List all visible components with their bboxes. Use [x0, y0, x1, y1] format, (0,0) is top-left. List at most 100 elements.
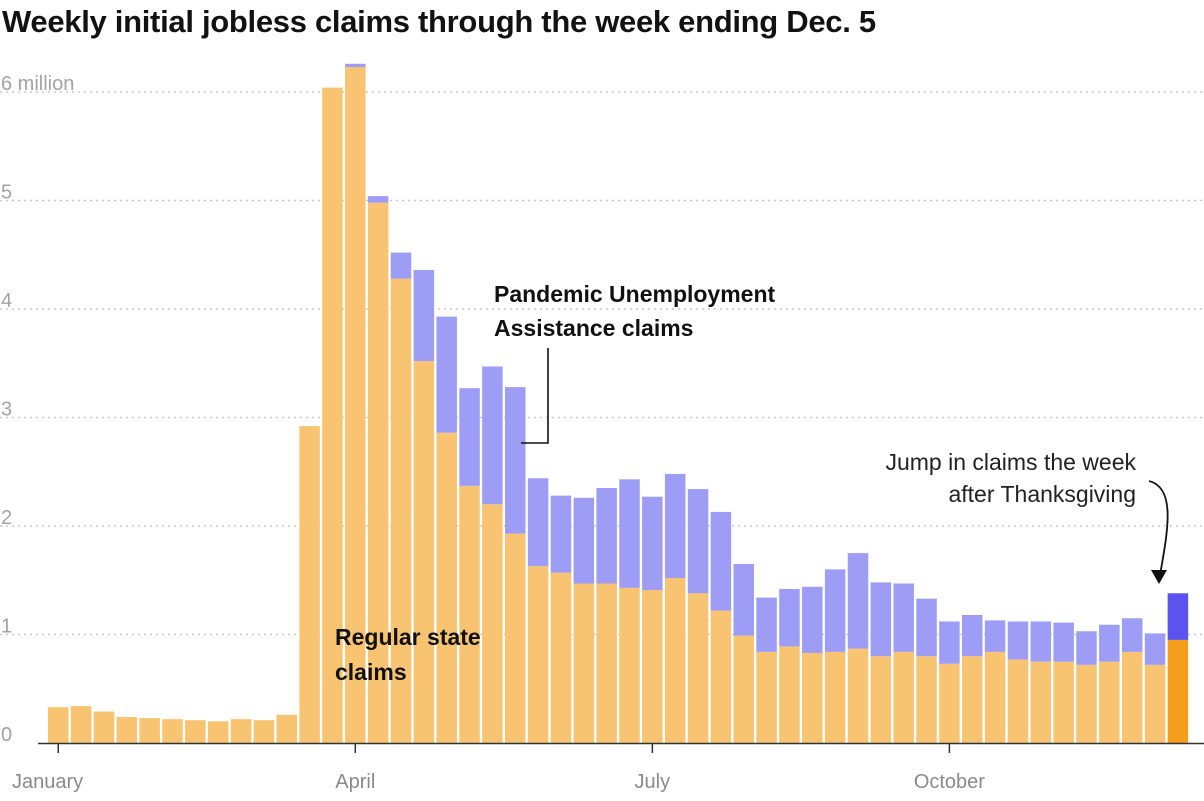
bar-regular-claims [162, 719, 183, 743]
bar-pua-claims [847, 553, 869, 649]
bar-regular-claims [916, 656, 937, 743]
bar-regular-claims [596, 583, 617, 743]
bar-regular-claims [413, 361, 435, 743]
bars [48, 63, 1189, 744]
bar-pua-claims [664, 473, 686, 579]
bar-pua-claims [916, 598, 937, 657]
bar-regular-claims [230, 719, 252, 743]
bar-pua-claims [413, 269, 435, 362]
bar-regular-claims [802, 652, 823, 743]
bar-pua-claims [1053, 622, 1074, 662]
bar-pua-claims [710, 511, 732, 611]
bar-regular-claims [367, 202, 389, 744]
bar-regular-claims [573, 583, 595, 743]
bar-pua-claims [824, 569, 846, 652]
bar-pua-claims [482, 366, 503, 505]
regular-annotation-line1: Regular state [335, 624, 481, 650]
y-tick-label: 6 million [1, 73, 74, 95]
bar-pua-claims [1144, 633, 1166, 665]
bar-regular-claims [984, 651, 1006, 743]
bar-pua-claims [550, 495, 572, 573]
bar-regular-claims [505, 533, 526, 743]
y-tick-label: 4 [1, 290, 12, 312]
bar-pua-claims [345, 63, 366, 68]
x-tick-label: October [914, 771, 985, 793]
bar-pua-claims [459, 388, 480, 486]
pua-annotation-leader [521, 348, 549, 444]
bar-pua-claims [779, 588, 800, 647]
bar-pua-claims [802, 586, 823, 653]
bar-regular-claims [70, 706, 92, 743]
bar-pua-claims [596, 488, 617, 584]
bar-pua-claims [367, 196, 389, 203]
bar-regular-claims [642, 590, 663, 743]
bar-pua-claims [1007, 621, 1029, 660]
bar-regular-claims [482, 504, 503, 743]
bar-pua-claims [642, 496, 663, 591]
bar-regular-claims [1167, 639, 1189, 743]
bar-regular-claims [299, 426, 320, 743]
annotations: Pandemic Unemployment Assistance claims … [335, 281, 1169, 685]
bar-pua-claims [756, 597, 777, 652]
jump-annotation-arrowhead [1151, 570, 1167, 584]
bar-pua-claims [527, 478, 549, 567]
jump-annotation-line2: after Thanksgiving [948, 481, 1136, 507]
bar-pua-claims [984, 620, 1006, 652]
x-tick-label: April [335, 771, 375, 793]
bar-regular-claims [824, 651, 846, 743]
bar-pua-claims [505, 387, 526, 534]
bar-regular-claims [1030, 661, 1052, 744]
bar-regular-claims [253, 720, 275, 743]
bar-regular-claims [619, 587, 640, 743]
bar-regular-claims [550, 572, 572, 743]
bar-regular-claims [847, 648, 869, 743]
bar-regular-claims [276, 714, 297, 743]
y-tick-label: 0 [1, 724, 12, 746]
jump-annotation-arrow [1148, 480, 1169, 576]
bar-pua-claims [870, 582, 892, 657]
bar-pua-claims [1099, 624, 1120, 662]
y-tick-label: 5 [1, 182, 12, 204]
bar-pua-claims [1076, 631, 1097, 665]
bar-pua-claims [893, 583, 914, 652]
bar-pua-claims [962, 614, 983, 657]
bar-regular-claims [322, 87, 343, 743]
bar-regular-claims [48, 707, 69, 743]
pua-annotation-line1: Pandemic Unemployment [494, 281, 776, 307]
bar-regular-claims [459, 485, 480, 743]
bar-regular-claims [870, 656, 892, 743]
bar-regular-claims [1121, 651, 1143, 743]
bar-regular-claims [1007, 659, 1029, 743]
y-tick-label: 1 [1, 616, 12, 638]
x-tick-label: July [635, 771, 671, 793]
bar-regular-claims [116, 716, 138, 743]
regular-annotation-line2: claims [335, 659, 407, 685]
bar-regular-claims [664, 578, 686, 743]
jump-annotation-line1: Jump in claims the week [885, 449, 1136, 475]
bar-pua-claims [436, 316, 457, 433]
x-axis: January April July October [12, 742, 1204, 793]
bar-regular-claims [710, 610, 732, 743]
x-tick-label: January [12, 771, 83, 793]
bar-regular-claims [207, 721, 229, 743]
bar-regular-claims [436, 432, 457, 743]
bar-regular-claims [139, 718, 160, 743]
bar-regular-claims [185, 720, 206, 743]
bar-regular-claims [527, 566, 549, 743]
bar-regular-claims [1076, 664, 1097, 743]
bar-regular-claims [756, 651, 777, 743]
bar-pua-claims [573, 497, 595, 584]
bar-regular-claims [1053, 661, 1074, 744]
bar-regular-claims [345, 67, 366, 744]
bar-regular-claims [1099, 661, 1120, 744]
bar-pua-claims [733, 563, 754, 636]
bar-regular-claims [1144, 664, 1166, 743]
chart-title: Weekly initial jobless claims through th… [2, 4, 876, 39]
bar-pua-claims [939, 621, 960, 664]
bar-pua-claims [1121, 618, 1143, 652]
bar-regular-claims [733, 635, 754, 743]
pua-annotation-line2: Assistance claims [494, 315, 693, 341]
bar-regular-claims [939, 663, 960, 743]
bar-regular-claims [893, 651, 914, 743]
